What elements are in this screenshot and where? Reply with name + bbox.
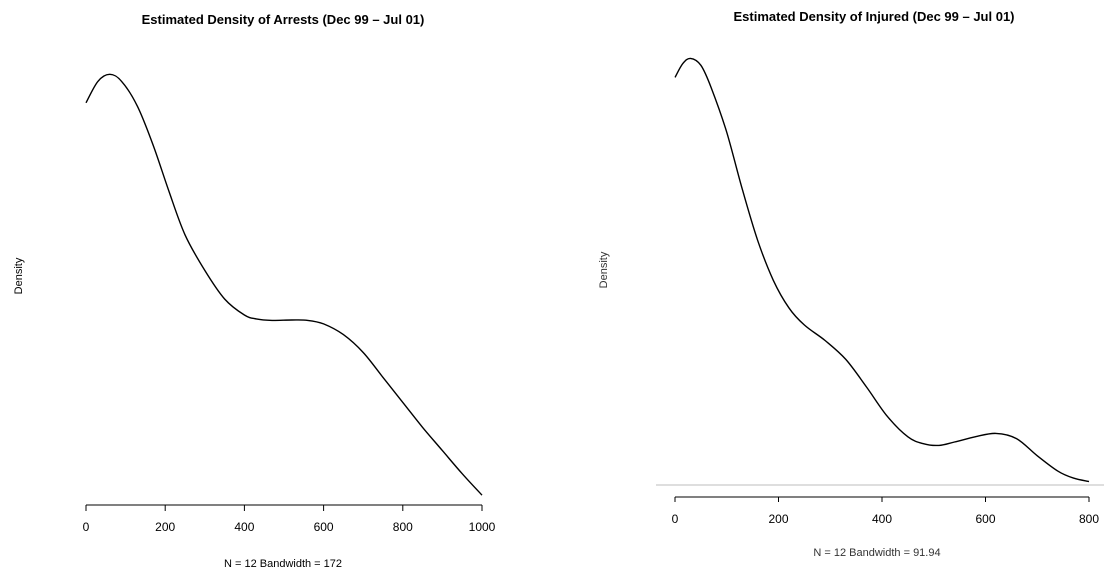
injured-x-tick-label: 400 (872, 512, 892, 526)
arrests-x-tick-label: 200 (155, 520, 175, 534)
arrests-x-tick-label: 800 (393, 520, 413, 534)
arrests-x-tick-label: 0 (83, 520, 90, 534)
arrests-density-curve (85, 73, 483, 496)
arrests-chart-title: Estimated Density of Arrests (Dec 99 – J… (142, 12, 425, 27)
injured-x-tick-label: 0 (672, 512, 679, 526)
arrests-x-tick-label: 400 (234, 520, 254, 534)
injured-x-axis-caption: N = 12 Bandwidth = 91.94 (813, 547, 940, 559)
arrests-x-tick-label: 1000 (469, 520, 496, 534)
injured-x-tick-label: 600 (975, 512, 995, 526)
injured-density-curve (674, 57, 1090, 483)
injured-chart-title: Estimated Density of Injured (Dec 99 – J… (733, 9, 1014, 24)
injured-x-tick-label: 200 (768, 512, 788, 526)
injured-x-axis-ticks: 0 200 400 600 800 (672, 497, 1099, 526)
injured-x-tick-label: 800 (1079, 512, 1099, 526)
arrests-x-tick-label: 600 (314, 520, 334, 534)
injured-y-axis-label: Density (598, 251, 610, 288)
injured-density-chart: Estimated Density of Injured (Dec 99 – J… (598, 9, 1104, 559)
arrests-density-chart: Estimated Density of Arrests (Dec 99 – J… (13, 12, 496, 570)
arrests-x-axis-ticks: 0 200 400 600 800 1000 (83, 505, 496, 534)
arrests-y-axis-label: Density (13, 257, 25, 294)
arrests-x-axis-caption: N = 12 Bandwidth = 172 (224, 558, 342, 570)
